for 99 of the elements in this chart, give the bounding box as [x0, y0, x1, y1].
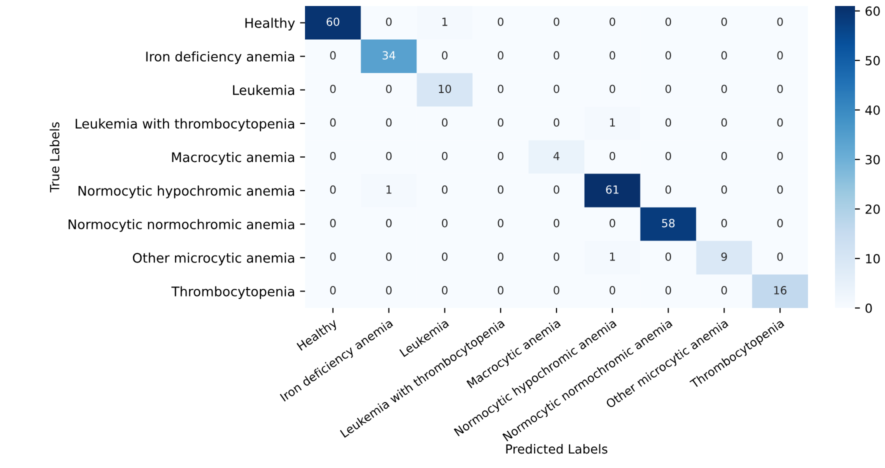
- data-label: 0: [721, 152, 727, 160]
- data-label: 16: [774, 286, 786, 294]
- data-label: 1: [610, 252, 615, 261]
- data-label: 9: [721, 252, 727, 261]
- color-bar-label: 60: [866, 6, 880, 16]
- data-label: 0: [777, 18, 783, 26]
- data-label: 0: [330, 252, 336, 261]
- color-bar-label: 0: [866, 303, 872, 313]
- data-label: 0: [721, 185, 727, 194]
- data-label: 0: [777, 51, 783, 60]
- data-label: 0: [498, 118, 504, 127]
- y-axis-title: True Labels: [50, 122, 60, 192]
- y-tick-label: Iron deficiency anemia: [146, 51, 294, 64]
- y-tick-label: Normocytic hypochromic anemia: [78, 186, 294, 198]
- data-label: 0: [777, 152, 783, 160]
- data-label: 0: [386, 118, 392, 127]
- data-label: 0: [554, 18, 560, 26]
- y-tick-label: Macrocytic anemia: [172, 152, 294, 165]
- data-label: 0: [777, 118, 783, 127]
- data-label: 0: [498, 185, 504, 194]
- data-label: 0: [498, 51, 504, 60]
- x-axis-title: Predicted Labels: [506, 444, 608, 454]
- data-label: 0: [721, 118, 727, 127]
- data-label: 0: [386, 218, 392, 228]
- data-label: 0: [665, 286, 672, 294]
- data-label: 10: [438, 84, 452, 94]
- data-label: 0: [665, 185, 672, 194]
- data-label: 61: [606, 185, 618, 194]
- data-label: 0: [665, 118, 672, 127]
- data-label: 0: [665, 252, 672, 261]
- data-label: 0: [610, 218, 616, 228]
- data-label: 0: [721, 18, 727, 26]
- data-label: 1: [442, 18, 448, 26]
- data-label: 0: [665, 152, 672, 160]
- data-label: 58: [662, 218, 675, 228]
- data-label: 0: [610, 286, 616, 294]
- data-label: 0: [554, 118, 560, 127]
- data-label: 0: [386, 152, 392, 160]
- data-label: 0: [386, 252, 392, 261]
- data-label: 0: [498, 286, 504, 294]
- data-label: 0: [610, 152, 616, 160]
- data-label: 0: [330, 185, 336, 194]
- data-label: 0: [442, 118, 448, 127]
- data-label: 0: [386, 18, 392, 26]
- data-label: 1: [610, 118, 615, 127]
- y-tick-label: Thrombocytopenia: [171, 286, 294, 299]
- data-label: 0: [330, 286, 336, 294]
- data-label: 0: [777, 185, 783, 194]
- data-label: 0: [554, 84, 560, 94]
- color-bar-label: 10: [866, 254, 880, 264]
- data-label: 0: [442, 286, 448, 294]
- data-label: 0: [330, 51, 336, 60]
- data-label: 0: [777, 252, 783, 261]
- color-bar-label: 40: [865, 105, 880, 115]
- color-bar-label: 20: [866, 204, 880, 214]
- y-tick-label: Leukemia: [233, 84, 294, 96]
- data-label: 0: [777, 218, 783, 228]
- data-label: 60: [326, 18, 340, 26]
- y-tick-label: Healthy: [245, 18, 295, 31]
- data-label: 0: [330, 218, 336, 228]
- data-label: 0: [554, 286, 560, 294]
- data-label: 0: [610, 84, 616, 94]
- data-label: 0: [665, 51, 672, 60]
- y-tick-label: Leukemia with thrombocytopenia: [76, 118, 294, 132]
- data-label: 0: [330, 152, 336, 160]
- data-label: 0: [721, 286, 727, 294]
- data-label: 0: [721, 84, 727, 94]
- data-label: 0: [610, 51, 616, 60]
- data-label: 0: [330, 118, 336, 127]
- data-label: 0: [610, 18, 616, 26]
- data-label: 0: [498, 18, 504, 26]
- data-label: 0: [498, 84, 504, 94]
- data-label: 1: [386, 186, 392, 194]
- y-tick-label: Other microcytic anemia: [132, 252, 294, 266]
- data-label: 0: [721, 51, 727, 60]
- data-label: 0: [442, 51, 448, 60]
- data-label: 0: [554, 252, 560, 261]
- color-bar-label: 50: [866, 56, 880, 66]
- data-label: 0: [442, 218, 448, 228]
- data-label: 0: [777, 84, 783, 94]
- data-label: 0: [498, 218, 504, 228]
- y-tick-label: Normocytic normochromic anemia: [68, 219, 294, 232]
- data-label: 0: [554, 218, 560, 228]
- data-label: 0: [498, 152, 504, 160]
- data-label: 0: [386, 286, 392, 294]
- data-label: 0: [442, 152, 448, 160]
- data-label: 0: [386, 84, 392, 94]
- data-label: 0: [554, 51, 560, 60]
- data-label: 0: [721, 218, 727, 228]
- data-label: 0: [498, 252, 504, 261]
- data-label: 0: [665, 18, 672, 26]
- data-label: 34: [382, 51, 396, 60]
- data-label: 4: [554, 152, 560, 160]
- data-label: 0: [442, 185, 448, 194]
- color-bar-label: 30: [866, 154, 880, 164]
- data-label: 0: [442, 252, 448, 261]
- data-label: 0: [554, 185, 560, 194]
- data-label: 0: [665, 84, 672, 94]
- data-label: 0: [330, 84, 336, 94]
